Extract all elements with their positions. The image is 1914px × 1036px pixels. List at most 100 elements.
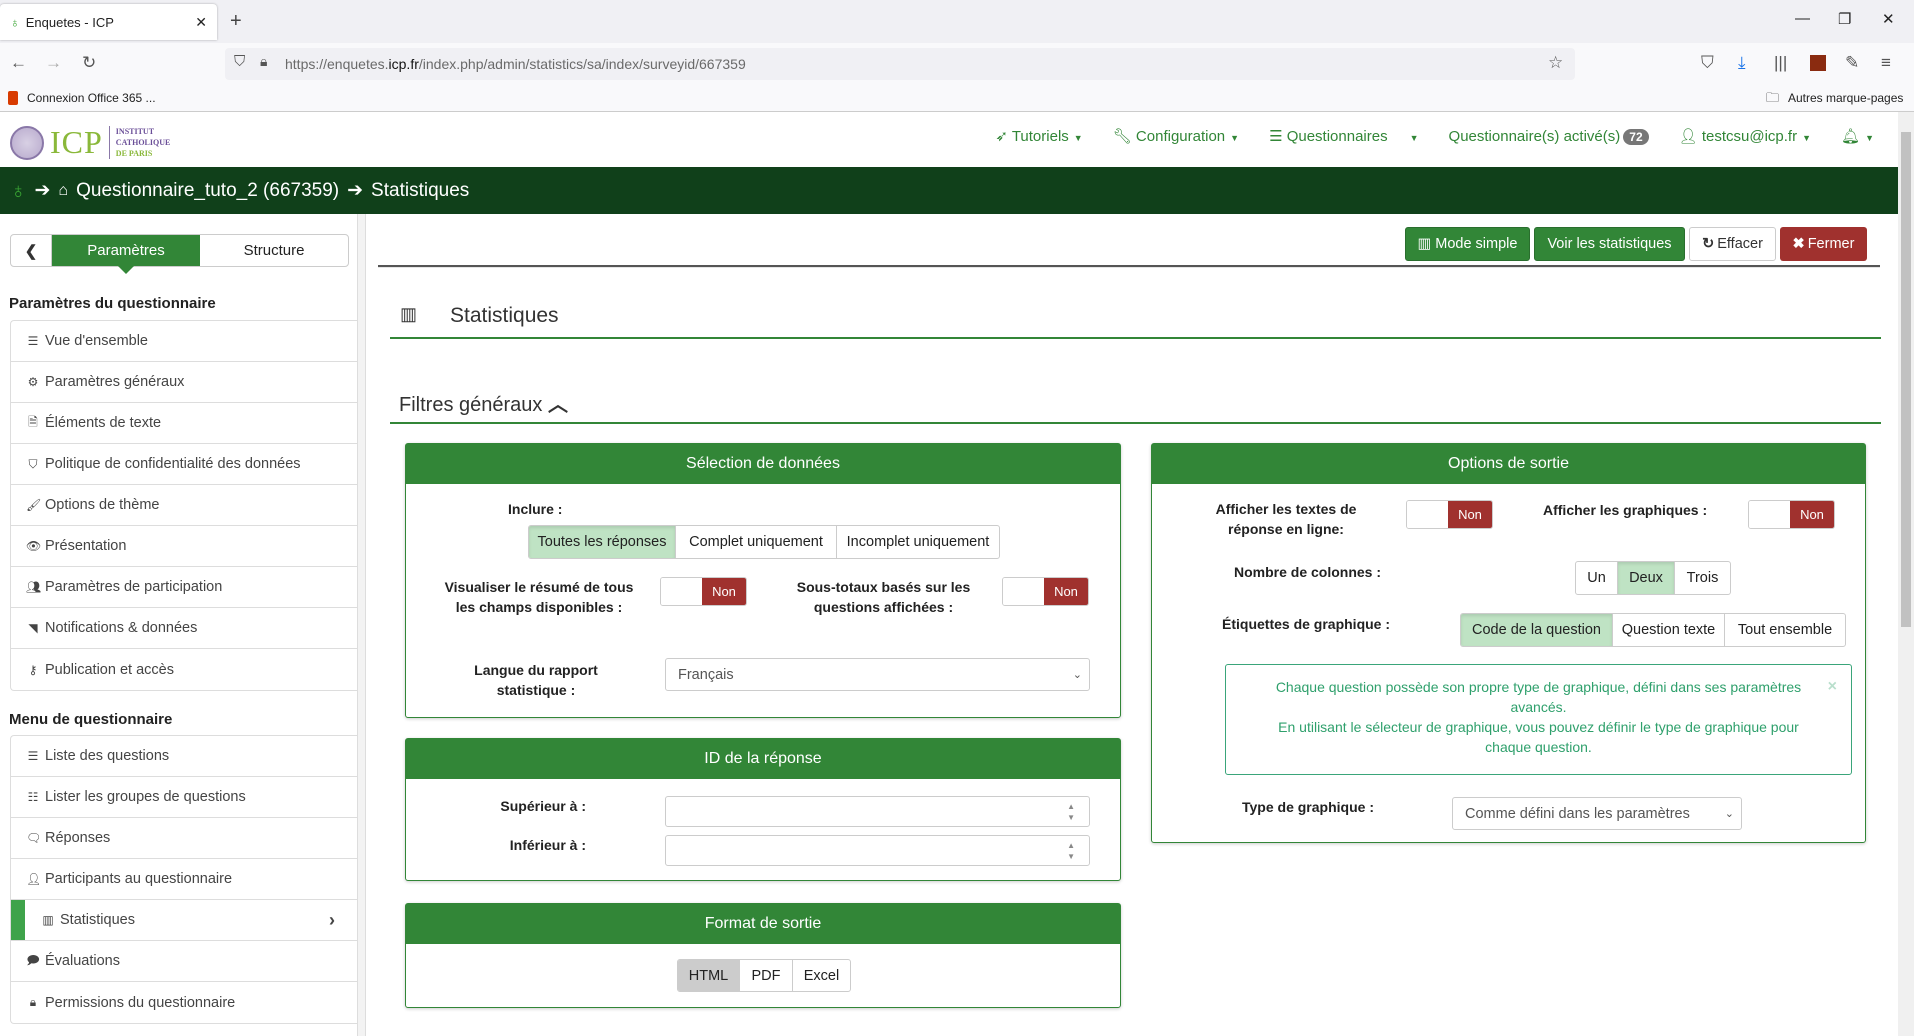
sidebar-item[interactable]: ⚙ Paramètres généraux	[11, 362, 357, 403]
sidebar-item[interactable]: 👥︎ Paramètres de participation	[11, 567, 357, 608]
breadcrumb-survey[interactable]: Questionnaire_tuto_2 (667359)	[76, 179, 340, 201]
bookmark-star-icon[interactable]: ☆	[1548, 53, 1564, 72]
extension-icon[interactable]	[1810, 55, 1826, 71]
collapse-sidebar-button[interactable]: ❮	[11, 235, 52, 266]
clear-button[interactable]: ↻ Effacer	[1689, 227, 1776, 261]
tab-structure[interactable]: Structure	[243, 242, 305, 259]
sidebar-item[interactable]: ☷ Lister les groupes de questions	[11, 777, 357, 818]
sidebar-item[interactable]: ◥ Notifications & données	[11, 608, 357, 649]
browser-tab[interactable]: ♁ Enquetes - ICP ✕	[0, 4, 217, 40]
nav-notifications[interactable]: 🔔︎ ▼	[1841, 127, 1874, 145]
download-icon[interactable]: ⤓	[1738, 53, 1746, 72]
format-html[interactable]: HTML	[678, 960, 740, 991]
library-icon[interactable]: |||	[1774, 53, 1788, 72]
sidebar-item[interactable]: ▥ Statistiques ›	[11, 900, 357, 941]
user-icon: 👤︎	[26, 872, 42, 886]
sidebar-item[interactable]: ☰ Vue d'ensemble	[11, 321, 357, 362]
sidebar-item[interactable]: ⚷ Publication et accès	[11, 649, 357, 690]
graph-type-select[interactable]: Comme défini dans les paramètres ⌄	[1452, 797, 1742, 830]
include-incomplete[interactable]: Incomplet uniquement	[846, 534, 990, 550]
shield-icon: ⛉	[234, 53, 246, 70]
nav-surveys[interactable]: ☰ Questionnaires ▼	[1269, 128, 1419, 145]
format-pdf[interactable]: PDF	[740, 960, 793, 991]
less-than-input[interactable]: ▲ ▼	[665, 835, 1090, 866]
sidebar-item[interactable]: 🗎 Éléments de texte	[11, 403, 357, 444]
filters-toggle[interactable]: Filtres généraux ︿	[399, 394, 568, 416]
back-icon[interactable]: ←	[10, 53, 27, 72]
simple-mode-button[interactable]: ▥ Mode simple	[1405, 227, 1530, 261]
columns-group: Un Deux Trois	[1575, 561, 1731, 595]
columns-three[interactable]: Trois	[1686, 570, 1719, 586]
limesurvey-logo-icon[interactable]: ♁	[10, 177, 27, 203]
sidebar-item[interactable]: ⛉ Politique de confidentialité des donnée…	[11, 444, 357, 485]
bookmarks-bar: Connexion Office 365 ... 🗀 Autres marque…	[0, 85, 1914, 112]
nav-active-surveys[interactable]: Questionnaire(s) activé(s) 72	[1449, 128, 1649, 145]
tab-settings[interactable]: Paramètres	[52, 235, 200, 274]
close-button[interactable]: ✖ Fermer	[1780, 227, 1867, 261]
sidebar-item[interactable]: 👤︎ Participants au questionnaire	[11, 859, 357, 900]
graph-label-text[interactable]: Question texte	[1613, 614, 1725, 646]
eye-slash-icon: 👁︎	[26, 539, 42, 553]
sidebar-item-label: Options de thème	[45, 497, 160, 513]
view-statistics-button[interactable]: Voir les statistiques	[1534, 227, 1685, 261]
sidebar-item-label: Participants au questionnaire	[45, 871, 233, 887]
subtotals-toggle[interactable]: Non	[1002, 577, 1089, 606]
wrench-icon: 🔧︎	[1112, 128, 1136, 145]
new-tab-button[interactable]: +	[230, 10, 242, 32]
extension-2-icon[interactable]: ✎	[1845, 53, 1860, 72]
sidebar-item-label: Éléments de texte	[45, 415, 162, 431]
filters-underline	[390, 422, 1881, 424]
caret-down-icon[interactable]: ▼	[1409, 133, 1419, 143]
columns-one[interactable]: Un	[1576, 562, 1618, 594]
include-all[interactable]: Toutes les réponses	[529, 526, 676, 558]
page-scrollbar[interactable]	[1898, 112, 1914, 1036]
bookmark-office[interactable]: Connexion Office 365 ...	[27, 91, 156, 105]
settings-list: ☰ Vue d'ensemble ⚙ Paramètres généraux 🗎 Élém…	[10, 320, 357, 691]
columns-two[interactable]: Deux	[1618, 562, 1675, 594]
reload-icon[interactable]: ↻	[82, 53, 97, 72]
spinner-icon[interactable]: ▲ ▼	[1067, 802, 1075, 822]
menu-icon[interactable]: ≡	[1881, 53, 1891, 72]
show-graphs-toggle[interactable]: Non	[1748, 500, 1835, 529]
icp-logo[interactable]: ICP INSTITUT CATHOLIQUE DE PARIS	[10, 124, 170, 161]
sidebar-item[interactable]: 🖌︎ Options de thème	[11, 485, 357, 526]
sidebar-item-label: Liste des questions	[45, 748, 170, 764]
url-bar[interactable]: https://enquetes. icp.fr/index.php/admin/…	[225, 48, 1575, 80]
language-label: Langue du rapport statistique :	[474, 662, 598, 698]
close-alert-icon[interactable]: ×	[1827, 678, 1837, 695]
other-bookmarks[interactable]: Autres marque-pages	[1788, 91, 1904, 105]
include-complete[interactable]: Complet uniquement	[676, 526, 837, 558]
sidebar-item[interactable]: ☰ Liste des questions	[11, 736, 357, 777]
minimize-icon[interactable]: —	[1795, 10, 1810, 27]
summary-label: Visualiser le résumé de tous les champs …	[444, 579, 634, 615]
pocket-icon[interactable]: ⛉	[1701, 53, 1714, 72]
greater-than-input[interactable]: ▲ ▼	[665, 796, 1090, 827]
page-title: Statistiques	[450, 304, 559, 327]
graph-label-code[interactable]: Code de la question	[1461, 614, 1613, 646]
sidebar-item-label: Évaluations	[45, 953, 120, 969]
caret-down-icon: ▼	[1073, 133, 1083, 143]
sidebar-item[interactable]: 🔒︎ Permissions du questionnaire	[11, 982, 357, 1023]
nav-configuration[interactable]: 🔧︎ Configuration ▼	[1112, 128, 1240, 145]
graph-info-alert: Chaque question possède son propre type …	[1225, 664, 1852, 775]
sidebar-item-label: Permissions du questionnaire	[45, 994, 236, 1011]
alert-line-2: En utilisant le sélecteur de graphique, …	[1278, 719, 1799, 755]
nav-user[interactable]: 👤︎ testcsu@icp.fr ▼	[1678, 128, 1812, 145]
sidebar-item[interactable]: 👁︎ Présentation	[11, 526, 357, 567]
spinner-icon[interactable]: ▲ ▼	[1067, 841, 1075, 861]
graph-label-all[interactable]: Tout ensemble	[1737, 622, 1833, 638]
restore-icon[interactable]: ❐	[1838, 11, 1852, 28]
summary-toggle[interactable]: Non	[660, 577, 747, 606]
sidebar-scrollbar[interactable]	[357, 214, 366, 1036]
language-select[interactable]: Français ⌄	[665, 658, 1090, 691]
inline-text-toggle[interactable]: Non	[1406, 500, 1493, 529]
format-excel[interactable]: Excel	[803, 967, 840, 984]
caret-down-icon: ▼	[1230, 133, 1240, 143]
url-path: /index.php/admin/statistics/sa/index/sur…	[418, 56, 746, 72]
sidebar-item[interactable]: 🗩 Évaluations	[11, 941, 357, 982]
forward-icon[interactable]: →	[45, 53, 62, 72]
nav-tutorials[interactable]: ➶ Tutoriels ▼	[995, 128, 1083, 145]
close-tab-icon[interactable]: ✕	[195, 13, 207, 30]
sidebar-item[interactable]: 🗨︎ Réponses	[11, 818, 357, 859]
close-window-icon[interactable]: ✕	[1882, 11, 1895, 28]
